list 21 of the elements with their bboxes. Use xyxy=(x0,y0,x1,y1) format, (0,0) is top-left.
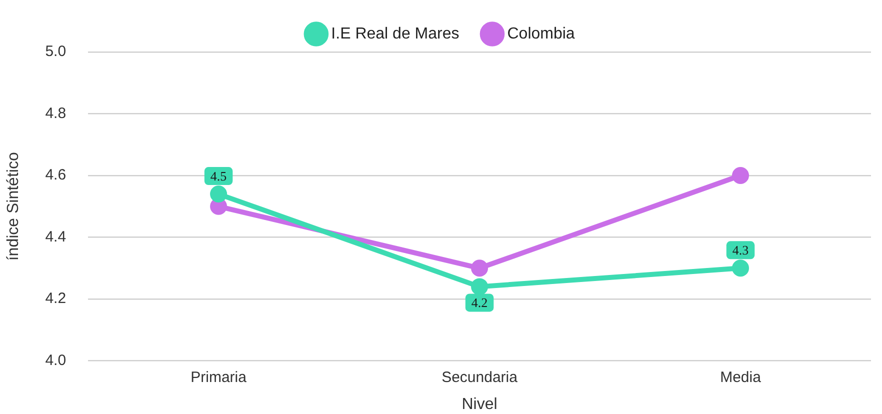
y-axis-title: índice Sintético xyxy=(5,152,22,261)
point xyxy=(210,186,228,203)
y-tick-label: 4.8 xyxy=(45,104,66,122)
y-tick-label: 5.0 xyxy=(45,43,66,60)
data-label: 4.2 xyxy=(471,295,488,310)
y-tick-label: 4.2 xyxy=(45,290,66,308)
x-tick-label: Media xyxy=(720,368,762,386)
y-tick-label: 4.6 xyxy=(45,166,66,184)
y-tick-label: 4.0 xyxy=(45,352,66,369)
legend-label: I.E Real de Mares xyxy=(331,25,460,42)
data-label: 4.3 xyxy=(732,242,749,258)
point xyxy=(471,278,488,296)
y-tick-label: 4.4 xyxy=(45,228,66,246)
point xyxy=(471,260,488,277)
x-tick-label: Secundaria xyxy=(442,368,518,386)
data-label: 4.5 xyxy=(210,168,227,184)
legend-label: Colombia xyxy=(507,25,575,42)
point xyxy=(732,260,750,277)
x-tick-label: Primaria xyxy=(190,368,248,386)
x-axis-title: Nivel xyxy=(462,396,498,413)
point xyxy=(732,167,750,184)
